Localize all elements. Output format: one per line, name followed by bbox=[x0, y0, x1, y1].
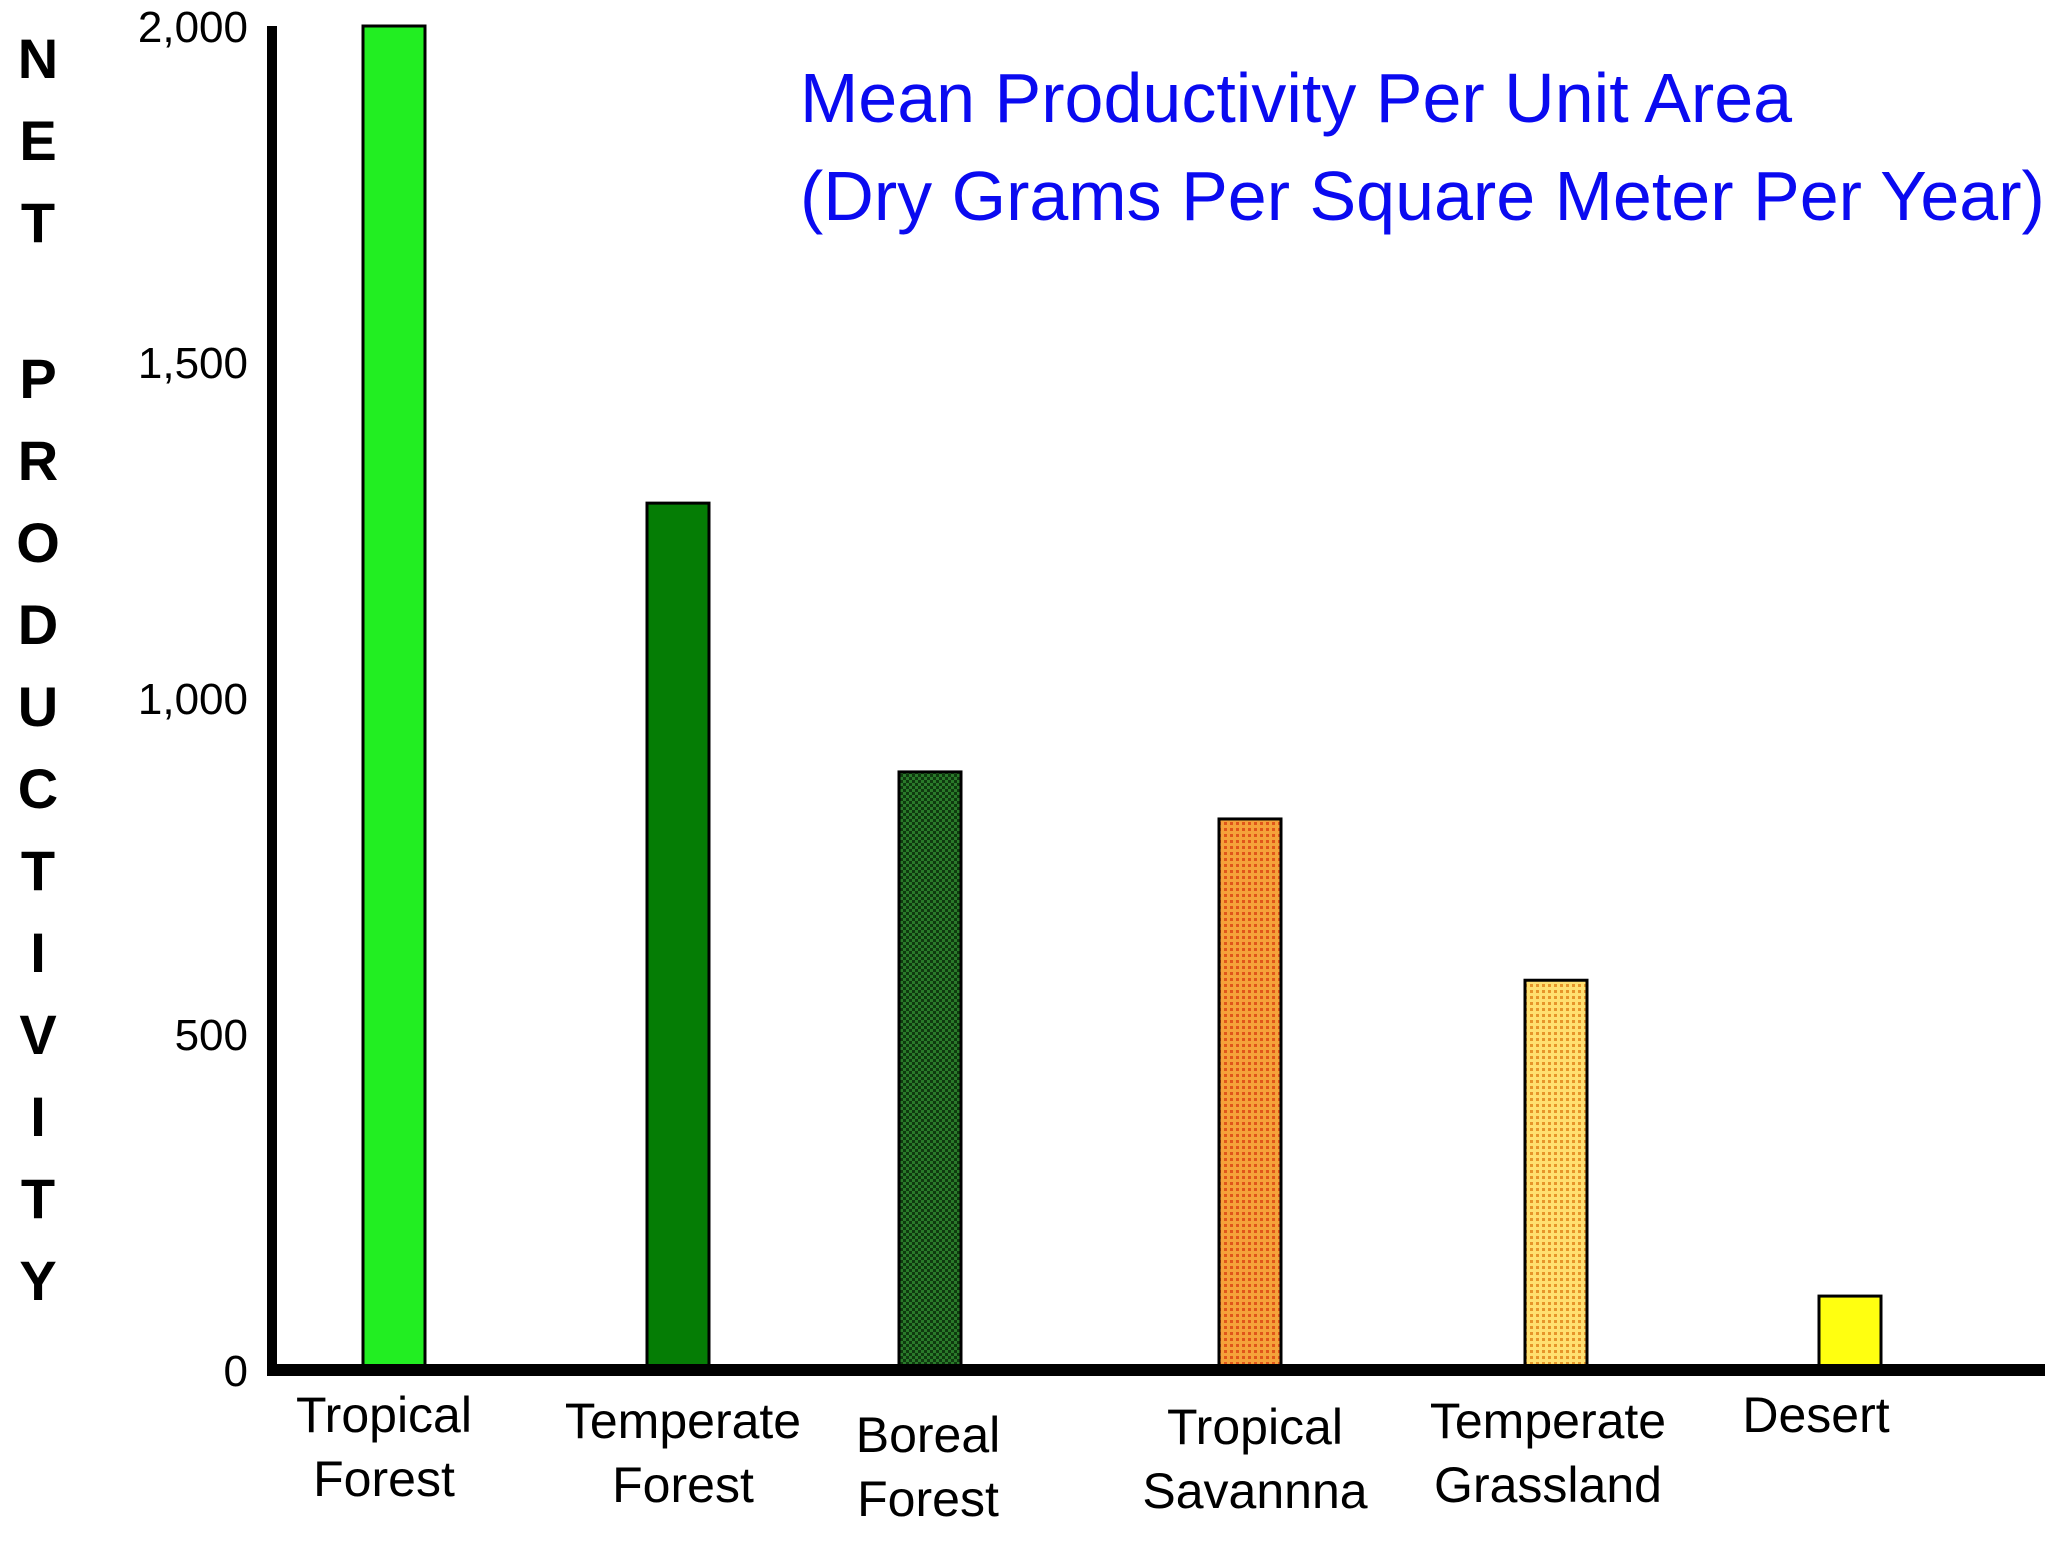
chart-title-line: (Dry Grams Per Square Meter Per Year) bbox=[800, 157, 2045, 235]
y-axis-ticks: 0 500 1,000 1,500 2,000 bbox=[138, 3, 248, 1396]
x-category-label: Tropical bbox=[1167, 1399, 1343, 1455]
bars bbox=[361, 24, 1883, 1372]
y-axis-title-letter: Y bbox=[19, 1249, 56, 1312]
bar-temperate-forest bbox=[645, 501, 711, 1372]
y-axis-title-letter: N bbox=[18, 27, 58, 90]
y-tick-label: 1,000 bbox=[138, 675, 248, 724]
x-category-label: Tropical bbox=[296, 1387, 472, 1443]
x-category-label: Temperate bbox=[1430, 1393, 1666, 1449]
x-category-label: Boreal bbox=[856, 1407, 1001, 1463]
y-axis-title-letter: I bbox=[30, 921, 46, 984]
chart-title-line: Mean Productivity Per Unit Area bbox=[800, 59, 1792, 137]
bar-tropical-savannna bbox=[1217, 817, 1283, 1372]
chart-title: Mean Productivity Per Unit Area (Dry Gram… bbox=[800, 59, 2045, 235]
y-tick-label: 2,000 bbox=[138, 3, 248, 52]
x-axis-labels: Tropical Forest Temperate Forest Boreal Fores… bbox=[296, 1387, 1890, 1527]
bar-tropical-forest bbox=[361, 24, 427, 1372]
x-category-label: Desert bbox=[1742, 1387, 1889, 1443]
x-category-label: Forest bbox=[612, 1457, 754, 1513]
y-tick-label: 500 bbox=[175, 1011, 248, 1060]
y-tick-label: 1,500 bbox=[138, 339, 248, 388]
x-category-label: Grassland bbox=[1434, 1457, 1662, 1513]
y-axis-title-letter: C bbox=[18, 757, 58, 820]
bar-desert bbox=[1817, 1294, 1883, 1372]
bar-boreal-forest bbox=[897, 770, 963, 1372]
x-category-label: Temperate bbox=[565, 1393, 801, 1449]
y-axis-title-letter: P bbox=[19, 347, 56, 410]
bar-temperate-grassland bbox=[1523, 978, 1589, 1372]
y-axis-title-letter: V bbox=[19, 1003, 56, 1066]
y-axis-title-letter: E bbox=[19, 109, 56, 172]
y-axis-title-letter: T bbox=[21, 191, 55, 254]
y-axis-title-letter: I bbox=[30, 1085, 46, 1148]
y-axis-title-letter: U bbox=[18, 675, 58, 738]
x-category-label: Forest bbox=[857, 1471, 999, 1527]
y-tick-label: 0 bbox=[224, 1347, 248, 1396]
x-category-label: Forest bbox=[313, 1451, 455, 1507]
y-axis-title-letter: R bbox=[18, 429, 58, 492]
y-axis-title-letter: O bbox=[16, 511, 60, 574]
y-axis-title-letter: D bbox=[18, 593, 58, 656]
y-axis-title-letter: T bbox=[21, 839, 55, 902]
x-category-label: Savannna bbox=[1142, 1463, 1367, 1519]
y-axis-title-letter: T bbox=[21, 1167, 55, 1230]
axes bbox=[267, 26, 2045, 1376]
